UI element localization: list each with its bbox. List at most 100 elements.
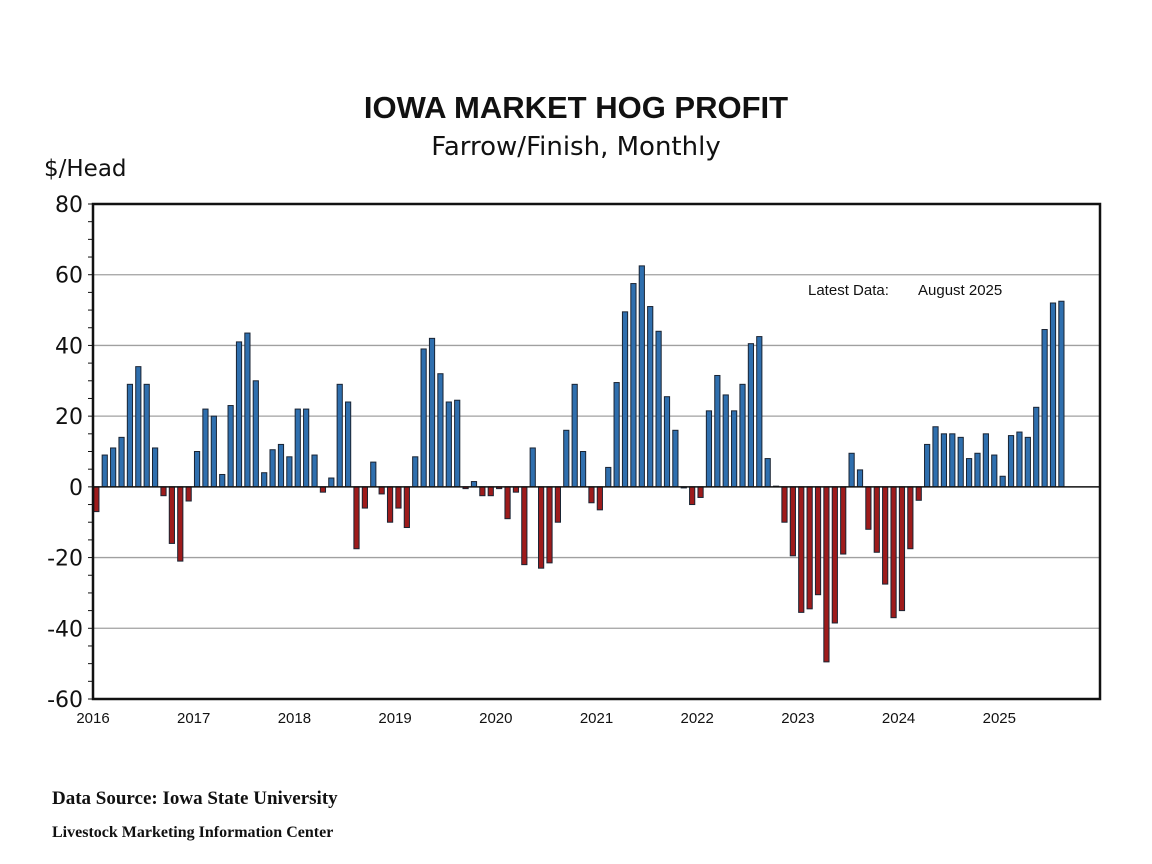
x-tick-label: 2021 <box>580 710 613 727</box>
bar <box>277 443 285 488</box>
bar <box>386 486 394 523</box>
bar <box>747 343 755 488</box>
bar <box>1049 302 1057 488</box>
bar <box>185 486 192 502</box>
bar <box>210 415 217 488</box>
x-tick-label: 2022 <box>681 710 714 727</box>
y-tick-label: -20 <box>47 547 83 572</box>
y-tick-label: 80 <box>55 193 83 218</box>
chart-subtitle: Farrow/Finish, Monthly <box>431 132 721 162</box>
bar <box>882 486 889 585</box>
bar <box>143 383 150 488</box>
bar <box>722 394 729 488</box>
bar <box>445 401 452 488</box>
bar <box>546 486 553 564</box>
bar <box>932 426 939 488</box>
bar <box>328 477 335 488</box>
bar <box>705 410 713 488</box>
bar <box>823 486 830 663</box>
bar <box>454 399 461 488</box>
annotation-value: August 2025 <box>918 282 1002 299</box>
bar <box>991 454 998 488</box>
bar <box>856 469 864 488</box>
x-tick-label: 2025 <box>983 710 1016 727</box>
bar <box>1058 300 1065 488</box>
bar <box>840 486 847 555</box>
bar <box>663 396 671 488</box>
bar <box>135 366 142 488</box>
bar <box>647 306 654 488</box>
bar <box>831 486 838 624</box>
bar <box>630 283 637 488</box>
bar <box>412 456 419 488</box>
bar <box>974 452 981 488</box>
bar <box>672 429 679 488</box>
y-tick-label: 0 <box>69 476 83 501</box>
bar <box>487 486 494 497</box>
annotation-label: Latest Data: <box>808 282 889 299</box>
data-org: Livestock Marketing Information Center <box>52 824 334 841</box>
bar <box>697 486 704 498</box>
bar <box>940 433 948 488</box>
bar <box>1007 435 1015 488</box>
bar <box>605 466 612 488</box>
bar <box>621 311 629 488</box>
bar <box>118 436 125 488</box>
bar <box>437 373 444 488</box>
bar <box>613 382 620 488</box>
bar <box>286 456 293 488</box>
bar <box>353 486 360 550</box>
bar <box>319 486 327 493</box>
bar <box>579 451 587 488</box>
bar <box>420 348 427 488</box>
bar <box>571 383 578 488</box>
bar <box>798 486 805 613</box>
bar <box>93 486 100 513</box>
bar <box>865 486 872 530</box>
bar <box>403 486 410 529</box>
y-tick-label: -60 <box>47 688 83 713</box>
bar <box>101 454 108 488</box>
bar <box>689 486 696 506</box>
x-tick-label: 2020 <box>479 710 512 727</box>
bar <box>504 486 511 520</box>
bar <box>151 447 159 488</box>
bar <box>370 461 377 488</box>
bar <box>336 383 343 488</box>
bar <box>512 486 520 493</box>
bar <box>378 486 385 495</box>
bar <box>806 486 813 610</box>
x-tick-label: 2017 <box>177 710 210 727</box>
chart-title: IOWA MARKET HOG PROFIT <box>363 90 789 125</box>
bar <box>588 486 595 504</box>
bar <box>311 454 318 488</box>
y-tick-label: 40 <box>55 334 83 359</box>
bar <box>168 486 175 544</box>
data-source: Data Source: Iowa State University <box>52 788 338 809</box>
bar <box>479 486 486 497</box>
bar <box>529 447 536 488</box>
x-tick-label: 2016 <box>76 710 109 727</box>
bar <box>470 481 478 488</box>
bar <box>924 443 931 488</box>
bar <box>428 337 436 488</box>
x-tick-label: 2023 <box>781 710 814 727</box>
bar <box>1024 436 1031 488</box>
bar <box>235 341 243 488</box>
bar <box>193 451 201 488</box>
bar <box>655 330 662 488</box>
bar <box>361 486 368 509</box>
bar <box>898 486 906 612</box>
bar <box>252 380 259 488</box>
bar <box>714 374 721 488</box>
bar <box>982 433 989 488</box>
bar <box>538 486 545 569</box>
bar <box>160 486 167 497</box>
bar <box>814 486 822 596</box>
bar <box>177 486 184 562</box>
bar <box>294 408 301 488</box>
bar <box>789 486 796 557</box>
y-tick-label: -40 <box>47 617 83 642</box>
bar <box>110 447 117 488</box>
